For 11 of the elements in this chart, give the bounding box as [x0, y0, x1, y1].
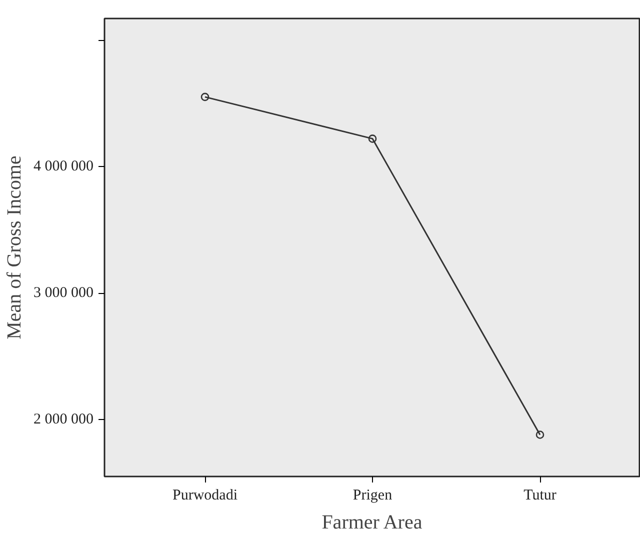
x-tick-label: Tutur: [524, 488, 556, 504]
y-axis-title: Mean of Gross Income: [4, 155, 26, 340]
x-axis-title: Farmer Area: [322, 512, 422, 534]
y-tick-label: 4 000 000: [34, 158, 94, 175]
x-tick-label: Prigen: [352, 488, 393, 504]
point: [536, 430, 544, 439]
y-tick-label: 3 000 000: [34, 285, 94, 302]
y-tick-label: 2 000 000: [34, 412, 94, 428]
point: [200, 92, 210, 102]
x-tick-label: Purwodadi: [172, 488, 238, 504]
point: [368, 134, 377, 143]
